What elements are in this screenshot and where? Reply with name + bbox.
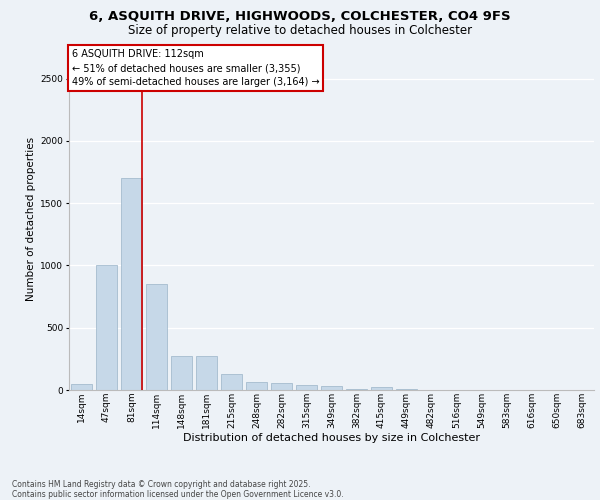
- Bar: [171, 356, 192, 390]
- Bar: [121, 178, 142, 390]
- Text: 6, ASQUITH DRIVE, HIGHWOODS, COLCHESTER, CO4 9FS: 6, ASQUITH DRIVE, HIGHWOODS, COLCHESTER,…: [89, 10, 511, 23]
- Bar: [221, 374, 242, 390]
- Bar: [271, 383, 292, 390]
- Y-axis label: Number of detached properties: Number of detached properties: [26, 136, 36, 301]
- X-axis label: Distribution of detached houses by size in Colchester: Distribution of detached houses by size …: [183, 434, 480, 444]
- Bar: [196, 356, 217, 390]
- Bar: [71, 384, 92, 390]
- Bar: [321, 386, 342, 390]
- Bar: [296, 385, 317, 390]
- Text: Size of property relative to detached houses in Colchester: Size of property relative to detached ho…: [128, 24, 472, 37]
- Bar: [371, 386, 392, 390]
- Bar: [146, 284, 167, 390]
- Text: Contains HM Land Registry data © Crown copyright and database right 2025.
Contai: Contains HM Land Registry data © Crown c…: [12, 480, 344, 499]
- Bar: [246, 382, 267, 390]
- Bar: [96, 266, 117, 390]
- Text: 6 ASQUITH DRIVE: 112sqm
← 51% of detached houses are smaller (3,355)
49% of semi: 6 ASQUITH DRIVE: 112sqm ← 51% of detache…: [71, 49, 319, 87]
